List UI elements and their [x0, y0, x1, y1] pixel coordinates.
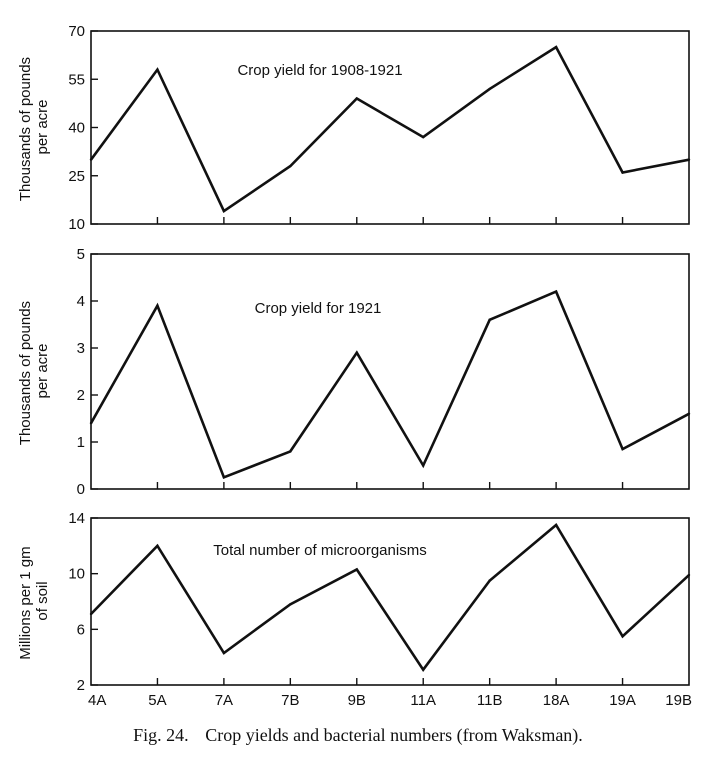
- chart-title: Crop yield for 1921: [255, 300, 382, 317]
- y-tick-label: 4: [77, 293, 85, 310]
- y-tick-label: 10: [68, 566, 85, 583]
- y-tick-label: 14: [68, 510, 85, 527]
- y-axis-label-line2: of soil: [34, 581, 51, 620]
- y-axis-label: Millions per 1 gm of soil: [17, 542, 51, 660]
- data-point: [554, 290, 558, 293]
- caption-label: Fig. 24.: [133, 725, 189, 745]
- y-axis-label: Thousands of pounds per acre: [17, 53, 51, 201]
- series: [89, 523, 691, 672]
- y-axis-ticks: 0 1 2 3 4 5: [77, 246, 98, 498]
- data-point: [488, 87, 491, 91]
- data-point: [156, 68, 159, 71]
- data-point: [222, 651, 226, 655]
- x-axis-ticks: [156, 217, 624, 224]
- y-tick-label: 6: [77, 621, 85, 638]
- data-point: [687, 158, 691, 161]
- x-tick-label: 19B: [665, 692, 692, 709]
- y-tick-label: 2: [77, 387, 85, 404]
- y-axis-label-line1: Thousands of pounds: [17, 301, 34, 445]
- data-point: [289, 164, 292, 168]
- data-point: [422, 135, 425, 139]
- y-tick-label: 1: [77, 434, 85, 451]
- data-point: [554, 45, 558, 49]
- y-tick-label: 40: [68, 120, 85, 137]
- figure-caption: Fig. 24. Crop yields and bacterial numbe…: [133, 725, 583, 746]
- x-axis-ticks: [156, 678, 624, 685]
- data-point: [355, 568, 358, 571]
- y-tick-label: 10: [68, 216, 85, 233]
- panel-crop-yield-1921: Thousands of pounds per acre Crop yield …: [17, 246, 691, 498]
- y-tick-label: 3: [77, 340, 85, 357]
- y-axis-ticks: 2 6 10 14: [68, 510, 98, 694]
- data-point: [89, 612, 93, 616]
- y-axis-label-line1: Millions per 1 gm: [17, 546, 34, 659]
- panel-crop-yield-1908-1921: Thousands of pounds per acre Crop yield …: [17, 23, 691, 233]
- data-point: [156, 544, 159, 548]
- data-point: [422, 668, 425, 671]
- y-tick-label: 25: [68, 168, 85, 185]
- y-tick-label: 0: [77, 481, 85, 498]
- caption-text: Crop yields and bacterial numbers (from …: [205, 725, 583, 746]
- x-tick-label: 7A: [215, 692, 233, 709]
- x-tick-label: 5A: [148, 692, 166, 709]
- y-tick-label: 2: [77, 677, 85, 694]
- chart-title: Crop yield for 1908-1921: [237, 62, 402, 79]
- data-point: [621, 171, 624, 174]
- x-tick-label: 7B: [281, 692, 299, 709]
- data-point: [687, 573, 691, 577]
- y-axis-label-line1: Thousands of pounds: [17, 57, 34, 201]
- x-tick-label: 11A: [410, 692, 436, 709]
- panel-total-microorganisms: Millions per 1 gm of soil Total number o…: [17, 510, 691, 694]
- data-point: [621, 447, 624, 451]
- x-tick-label: 18A: [543, 692, 570, 709]
- y-axis-label-line2: per acre: [34, 343, 51, 398]
- data-point: [488, 579, 491, 582]
- data-point: [289, 450, 292, 453]
- x-tick-label: 9B: [348, 692, 366, 709]
- x-axis-ticks: [156, 482, 624, 489]
- y-axis-ticks: 10 25 40 55 70: [68, 23, 98, 233]
- series-line: [89, 289, 690, 479]
- x-tick-label: 19A: [609, 692, 636, 709]
- chart-title: Total number of microorganisms: [213, 542, 426, 559]
- y-tick-label: 70: [68, 23, 85, 40]
- data-point: [355, 351, 358, 354]
- data-point: [422, 464, 425, 467]
- x-tick-label: 11B: [477, 692, 503, 709]
- plot-frame: [90, 517, 690, 686]
- data-point: [554, 523, 558, 527]
- y-tick-label: 5: [77, 246, 85, 263]
- data-point: [289, 603, 292, 606]
- plot-frame: [90, 253, 690, 490]
- data-point: [687, 412, 691, 415]
- data-point: [89, 158, 93, 161]
- series-line: [90, 523, 690, 672]
- data-point: [156, 304, 159, 307]
- series: [89, 289, 691, 479]
- y-tick-label: 55: [68, 71, 85, 88]
- data-point: [621, 635, 624, 638]
- x-axis-tick-labels: 4A 5A 7A 7B 9B 11A 11B 18A 19A 19B: [88, 692, 692, 709]
- data-point: [488, 318, 491, 321]
- data-point: [222, 209, 226, 213]
- data-point: [89, 422, 93, 425]
- data-point: [355, 97, 358, 100]
- x-tick-label: 4A: [88, 692, 106, 709]
- series-line: [89, 45, 690, 214]
- y-axis-label: Thousands of pounds per acre: [17, 297, 51, 445]
- y-axis-label-line2: per acre: [34, 99, 51, 154]
- data-point: [222, 476, 226, 479]
- series: [89, 45, 691, 214]
